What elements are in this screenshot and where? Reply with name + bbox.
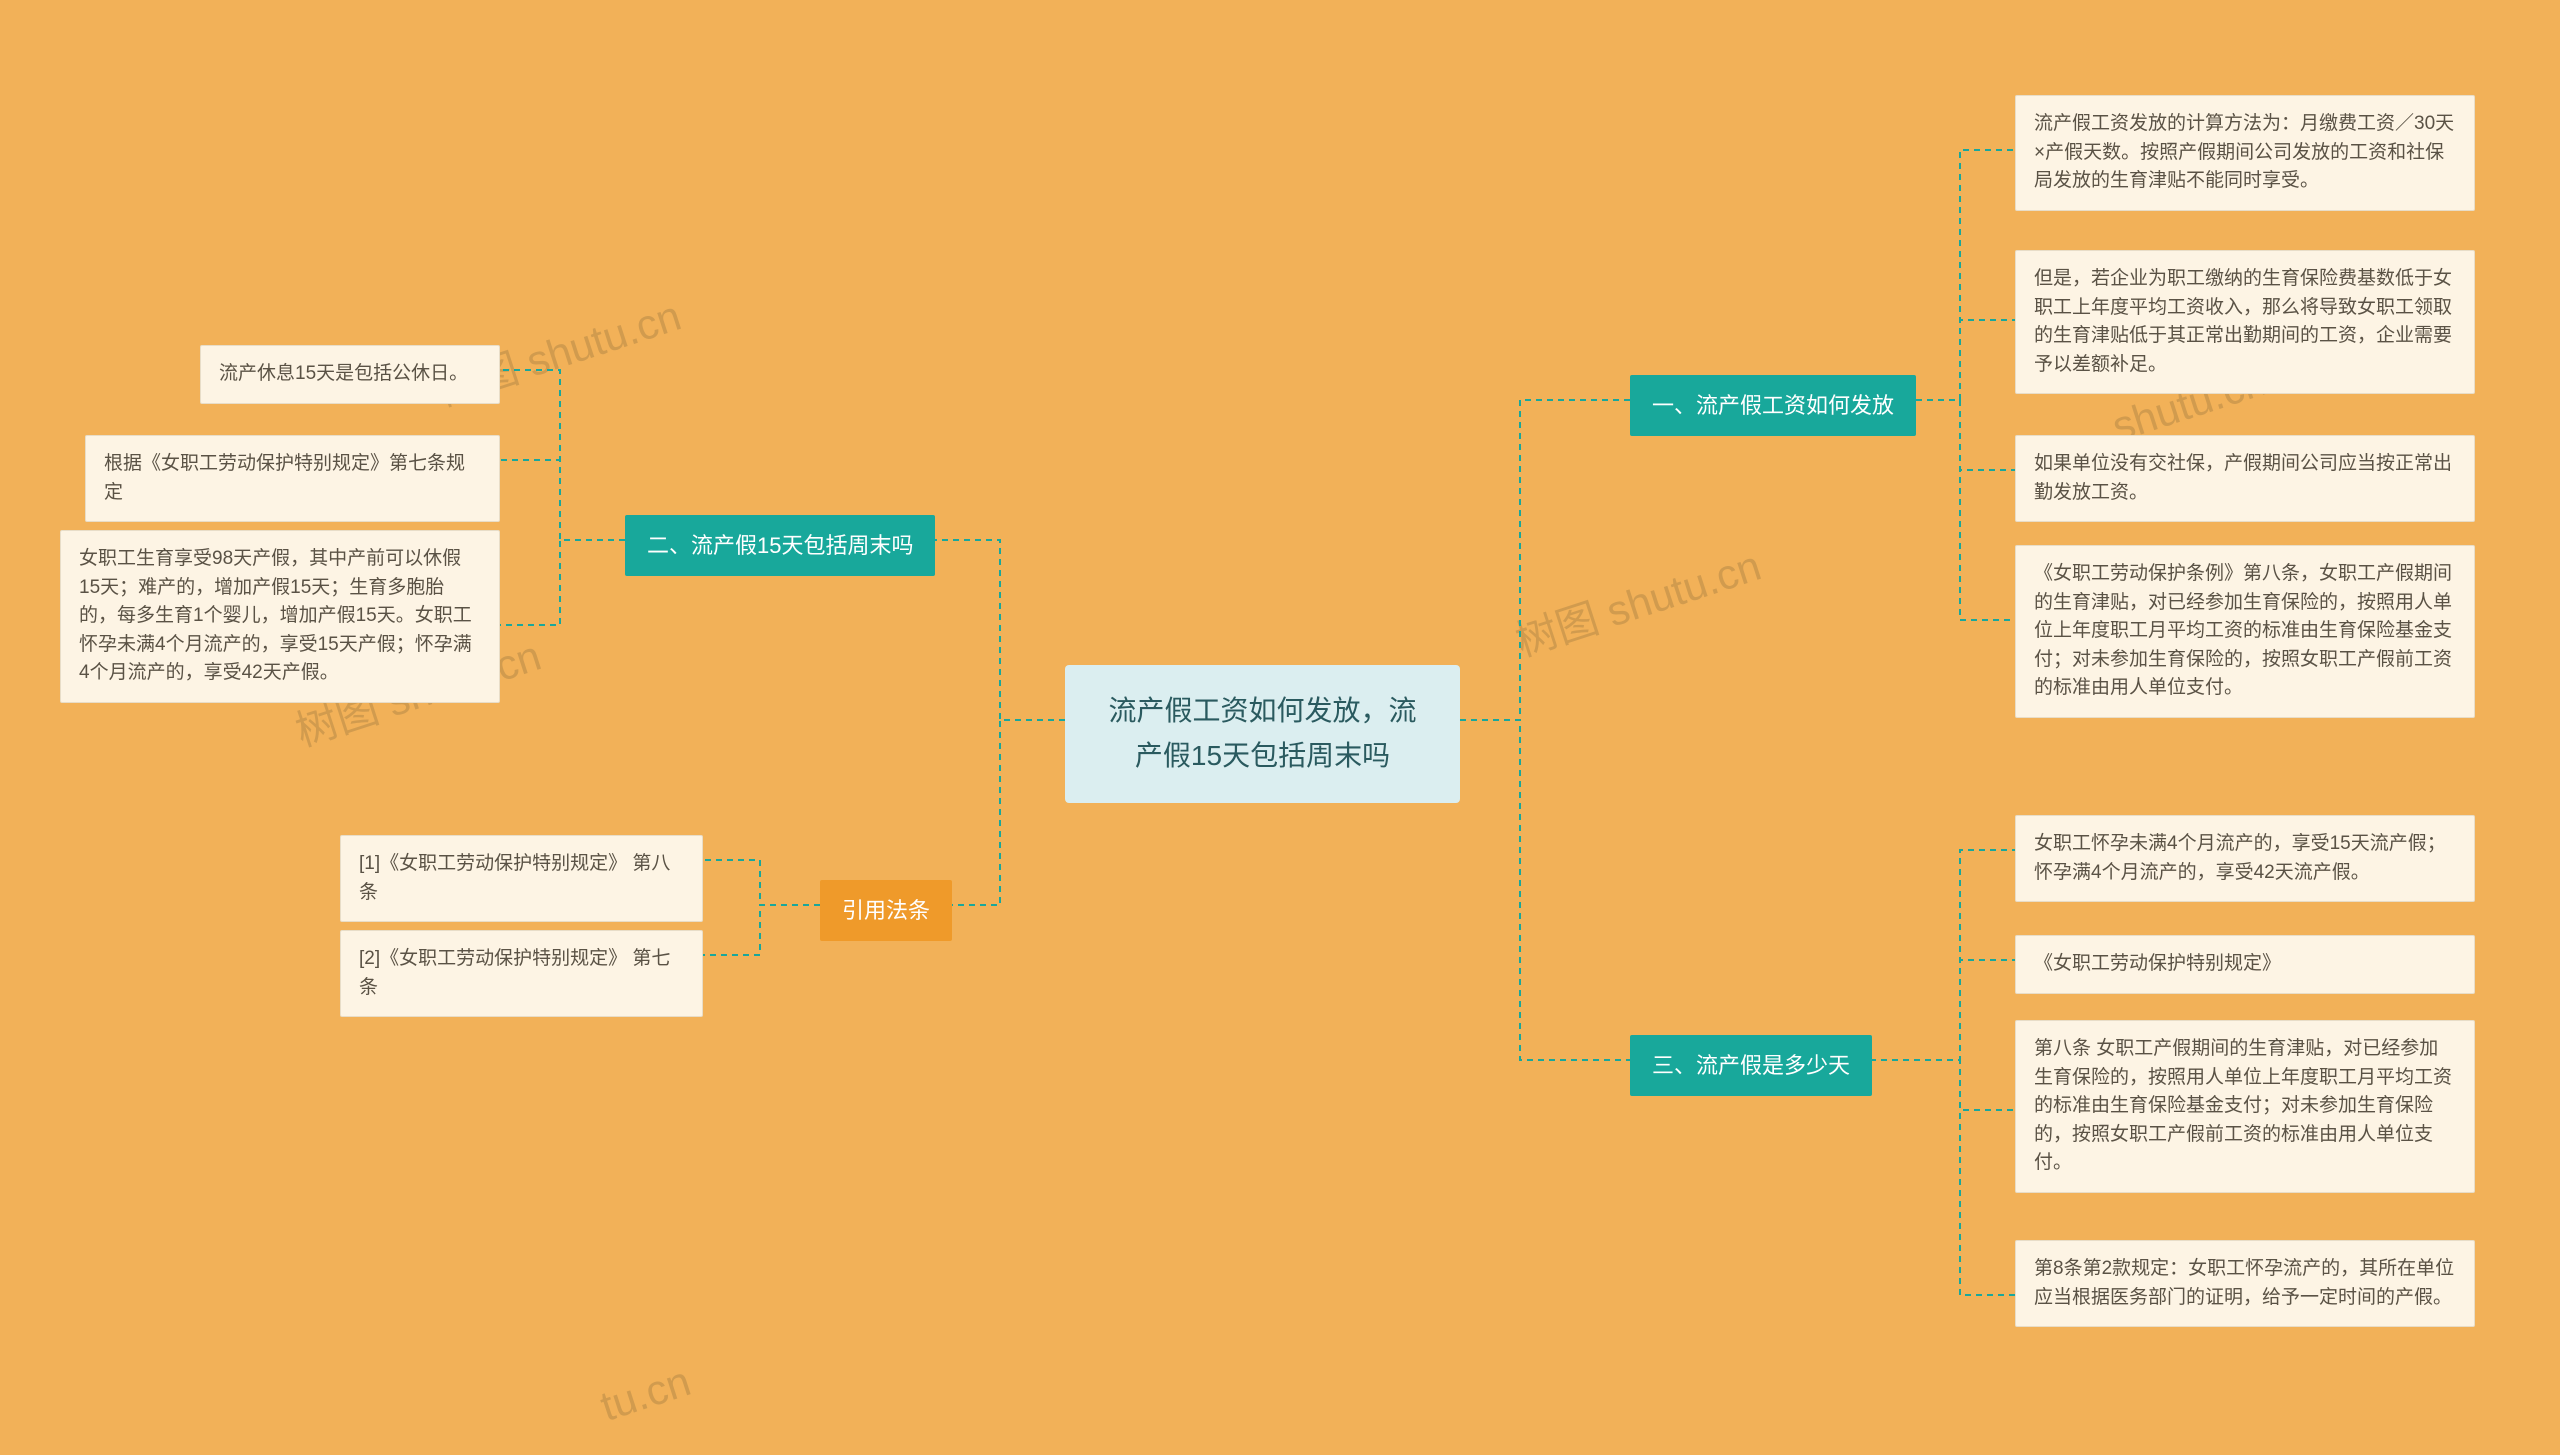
watermark: 树图 shutu.cn	[1507, 532, 1768, 669]
branch-4-leaf-1: [2]《女职工劳动保护特别规定》 第七条	[340, 930, 703, 1017]
root-line2: 产假15天包括周末吗	[1093, 734, 1432, 779]
branch-1-leaf-3: 《女职工劳动保护条例》第八条，女职工产假期间的生育津贴，对已经参加生育保险的，按…	[2015, 545, 2475, 718]
branch-3-leaf-3: 第8条第2款规定：女职工怀孕流产的，其所在单位应当根据医务部门的证明，给予一定时…	[2015, 1240, 2475, 1327]
watermark: tu.cn	[595, 1357, 696, 1431]
branch-1-leaf-2: 如果单位没有交社保，产假期间公司应当按正常出勤发放工资。	[2015, 435, 2475, 522]
branch-4-leaf-0: [1]《女职工劳动保护特别规定》 第八条	[340, 835, 703, 922]
branch-2: 二、流产假15天包括周末吗	[625, 515, 935, 576]
branch-2-leaf-2: 女职工生育享受98天产假，其中产前可以休假15天；难产的，增加产假15天；生育多…	[60, 530, 500, 703]
branch-3-leaf-2: 第八条 女职工产假期间的生育津贴，对已经参加生育保险的，按照用人单位上年度职工月…	[2015, 1020, 2475, 1193]
branch-2-leaf-0: 流产休息15天是包括公休日。	[200, 345, 500, 404]
root-node: 流产假工资如何发放，流 产假15天包括周末吗	[1065, 665, 1460, 803]
root-line1: 流产假工资如何发放，流	[1093, 689, 1432, 734]
branch-1: 一、流产假工资如何发放	[1630, 375, 1916, 436]
branch-3: 三、流产假是多少天	[1630, 1035, 1872, 1096]
branch-1-leaf-1: 但是，若企业为职工缴纳的生育保险费基数低于女职工上年度平均工资收入，那么将导致女…	[2015, 250, 2475, 394]
branch-2-leaf-1: 根据《女职工劳动保护特别规定》第七条规定	[85, 435, 500, 522]
branch-1-leaf-0: 流产假工资发放的计算方法为：月缴费工资／30天×产假天数。按照产假期间公司发放的…	[2015, 95, 2475, 211]
branch-3-leaf-1: 《女职工劳动保护特别规定》	[2015, 935, 2475, 994]
branch-4: 引用法条	[820, 880, 952, 941]
branch-3-leaf-0: 女职工怀孕未满4个月流产的，享受15天流产假；怀孕满4个月流产的，享受42天流产…	[2015, 815, 2475, 902]
